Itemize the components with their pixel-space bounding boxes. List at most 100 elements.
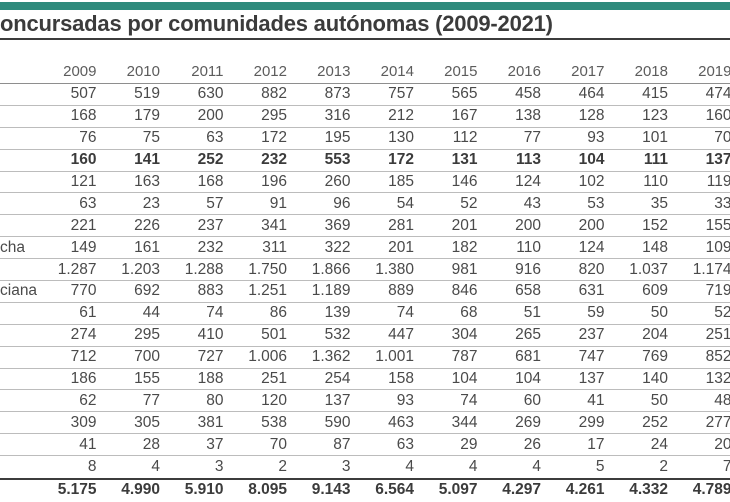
value-cell: 195 bbox=[324, 129, 351, 147]
value-cell: 148 bbox=[642, 238, 668, 256]
value-cell: 167 bbox=[451, 107, 478, 125]
value-cell: 113 bbox=[515, 151, 541, 169]
value-cell: 1.189 bbox=[311, 282, 351, 300]
value-cell: 1.750 bbox=[248, 260, 287, 278]
table-row: 168 179 200 295 316 212 167 138 128 123 160 bbox=[0, 106, 730, 128]
value-cell: 4.297 bbox=[502, 481, 541, 499]
value-cell: 1.006 bbox=[248, 348, 287, 366]
value-cell: 8.095 bbox=[248, 481, 287, 499]
table-row: 1.287 1.203 1.288 1.750 1.866 1.380 981 916 820 1… bbox=[0, 259, 730, 282]
value-cell: 52 bbox=[714, 304, 730, 322]
row-label-cell: cha bbox=[0, 238, 25, 256]
value-cell: 48 bbox=[714, 391, 730, 409]
value-cell: 7 bbox=[722, 458, 730, 476]
value-cell: 916 bbox=[515, 260, 541, 278]
value-cell: 188 bbox=[197, 370, 224, 388]
table-row: 186 155 188 251 254 158 104 104 137 140 132 bbox=[0, 369, 730, 391]
table-row: 61 44 74 86 139 74 68 51 59 50 52 bbox=[0, 303, 730, 325]
value-cell: 104 bbox=[515, 370, 541, 388]
value-cell: 124 bbox=[578, 238, 605, 256]
value-cell: 23 bbox=[142, 194, 160, 212]
value-cell: 4.332 bbox=[629, 481, 668, 499]
value-cell: 700 bbox=[134, 348, 160, 366]
value-cell: 5.097 bbox=[438, 481, 478, 499]
value-cell: 681 bbox=[515, 348, 541, 366]
value-cell: 179 bbox=[134, 107, 160, 125]
value-cell: 41 bbox=[79, 435, 97, 453]
value-cell: 200 bbox=[197, 107, 224, 125]
year-header-cell: 2011 bbox=[191, 63, 224, 80]
value-cell: 61 bbox=[79, 304, 97, 322]
value-cell: 168 bbox=[70, 107, 97, 125]
value-cell: 1.380 bbox=[375, 260, 414, 278]
value-cell: 4.789 bbox=[692, 481, 730, 499]
value-cell: 160 bbox=[705, 107, 730, 125]
value-cell: 119 bbox=[706, 173, 730, 190]
value-cell: 44 bbox=[142, 304, 160, 322]
value-cell: 137 bbox=[578, 370, 605, 388]
value-cell: 155 bbox=[705, 216, 730, 234]
value-cell: 415 bbox=[642, 85, 668, 103]
value-cell: 882 bbox=[261, 85, 287, 103]
value-cell: 139 bbox=[324, 304, 351, 322]
value-cell: 123 bbox=[642, 107, 668, 125]
year-header-cell: 2015 bbox=[444, 63, 478, 80]
value-cell: 1.866 bbox=[311, 260, 351, 278]
value-cell: 883 bbox=[197, 282, 224, 300]
value-cell: 104 bbox=[578, 151, 605, 169]
value-cell: 8 bbox=[87, 458, 97, 476]
value-cell: 341 bbox=[261, 216, 287, 234]
value-cell: 1.251 bbox=[248, 282, 287, 300]
value-cell: 77 bbox=[142, 391, 160, 409]
value-cell: 70 bbox=[714, 129, 730, 147]
value-cell: 110 bbox=[643, 173, 668, 190]
value-cell: 182 bbox=[451, 238, 478, 256]
value-cell: 76 bbox=[79, 129, 97, 147]
value-cell: 63 bbox=[396, 435, 414, 453]
value-cell: 251 bbox=[705, 326, 730, 344]
value-cell: 155 bbox=[134, 370, 160, 388]
value-cell: 200 bbox=[578, 216, 605, 234]
value-cell: 1.001 bbox=[375, 348, 414, 366]
row-label-cell: ciana bbox=[0, 282, 38, 300]
value-cell: 141 bbox=[134, 151, 160, 169]
value-cell: 112 bbox=[452, 129, 478, 147]
value-cell: 4 bbox=[532, 458, 541, 476]
data-table: 2009 2010 2011 2012 2013 2014 2015 2016 2017 2018… bbox=[0, 40, 730, 500]
value-cell: 658 bbox=[515, 282, 541, 300]
value-cell: 137 bbox=[705, 151, 730, 169]
value-cell: 265 bbox=[515, 326, 541, 344]
value-cell: 35 bbox=[650, 194, 668, 212]
value-cell: 172 bbox=[388, 151, 414, 169]
value-cell: 130 bbox=[388, 129, 414, 147]
value-cell: 33 bbox=[714, 194, 730, 212]
value-cell: 1.287 bbox=[57, 260, 97, 278]
value-cell: 254 bbox=[324, 370, 351, 388]
value-cell: 161 bbox=[134, 238, 160, 256]
value-cell: 152 bbox=[642, 216, 668, 234]
year-header-cell: 2013 bbox=[317, 63, 351, 80]
value-cell: 519 bbox=[134, 85, 160, 103]
table-row: 712 700 727 1.006 1.362 1.001 787 681 747 769 852 bbox=[0, 347, 730, 369]
value-cell: 9.143 bbox=[311, 481, 351, 499]
value-cell: 26 bbox=[523, 435, 541, 453]
year-header-cell: 2016 bbox=[507, 63, 541, 80]
value-cell: 981 bbox=[451, 260, 478, 278]
value-cell: 281 bbox=[388, 216, 414, 234]
table-body: 507 519 630 882 873 757 565 458 464 415 474 168 179 2… bbox=[0, 84, 730, 500]
value-cell: 6.564 bbox=[375, 481, 414, 499]
value-cell: 20 bbox=[714, 435, 730, 453]
value-cell: 221 bbox=[70, 216, 97, 234]
value-cell: 277 bbox=[705, 413, 730, 431]
value-cell: 4.990 bbox=[121, 481, 160, 499]
value-cell: 1.174 bbox=[692, 260, 730, 278]
value-cell: 565 bbox=[451, 85, 478, 103]
page-title: oncursadas por comunidades autónomas (20… bbox=[0, 11, 553, 36]
value-cell: 507 bbox=[70, 85, 97, 103]
year-header-cell: 2012 bbox=[253, 63, 287, 80]
value-cell: 889 bbox=[388, 282, 414, 300]
value-cell: 458 bbox=[515, 85, 541, 103]
value-cell: 1.288 bbox=[184, 260, 224, 278]
value-cell: 4.261 bbox=[565, 481, 605, 499]
